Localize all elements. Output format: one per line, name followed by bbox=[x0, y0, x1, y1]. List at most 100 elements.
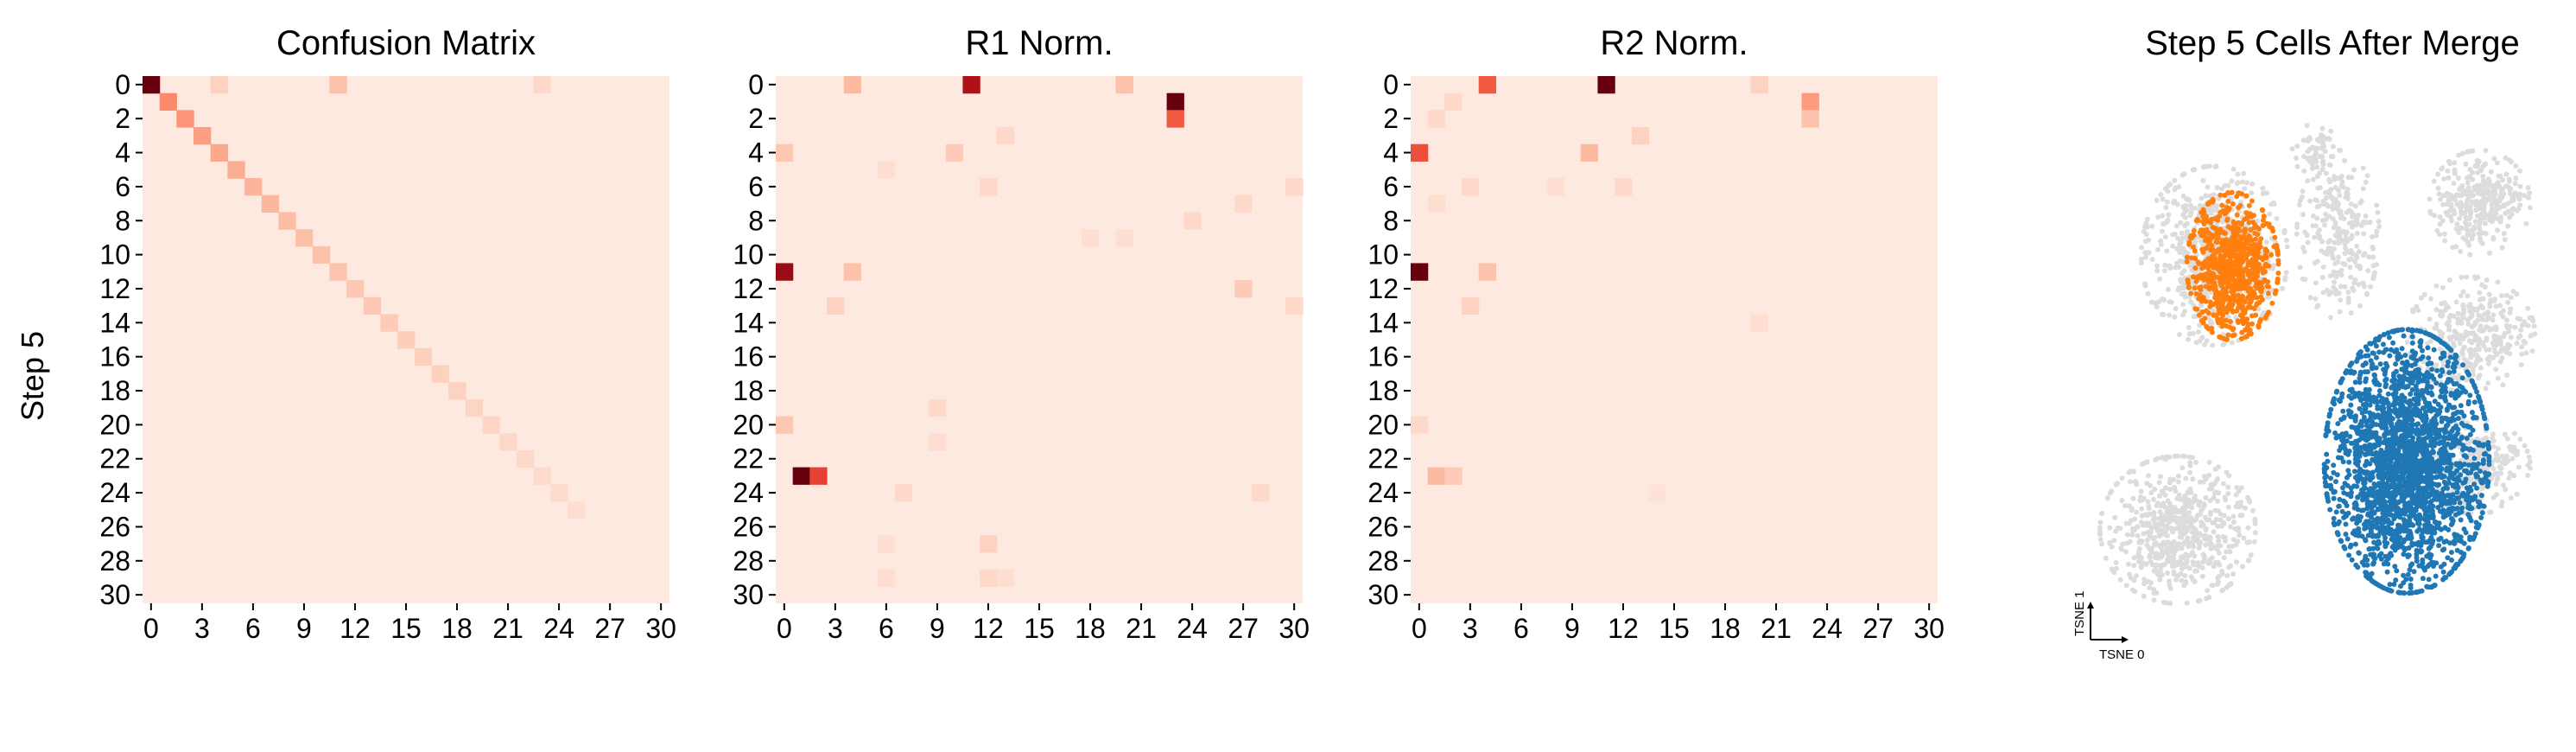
scatter-point bbox=[2450, 364, 2456, 370]
scatter-point bbox=[2450, 245, 2456, 251]
scatter-point bbox=[2469, 410, 2475, 416]
scatter-point bbox=[2335, 232, 2341, 238]
scatter-point bbox=[2173, 488, 2179, 494]
scatter-point bbox=[2493, 450, 2499, 456]
scatter-point bbox=[2263, 239, 2269, 245]
scatter-point bbox=[2500, 177, 2506, 183]
x-tick-label: 30 bbox=[645, 613, 676, 644]
scatter-point bbox=[2128, 479, 2133, 485]
scatter-point bbox=[2363, 353, 2369, 359]
scatter-point bbox=[2199, 564, 2205, 570]
scatter-point bbox=[2382, 384, 2389, 390]
scatter-point bbox=[2172, 231, 2178, 237]
scatter-point bbox=[2099, 541, 2104, 547]
scatter-point bbox=[2439, 387, 2445, 393]
scatter-point bbox=[2432, 325, 2438, 331]
scatter-point bbox=[2504, 292, 2509, 298]
x-tick-label: 27 bbox=[1862, 613, 1894, 644]
scatter-point bbox=[2471, 348, 2478, 354]
scatter-point bbox=[2483, 148, 2489, 154]
scatter-point bbox=[2223, 497, 2229, 503]
scatter-point bbox=[2507, 309, 2513, 315]
scatter-point bbox=[2225, 491, 2231, 496]
scatter-point bbox=[2244, 180, 2250, 186]
scatter-point bbox=[2512, 181, 2518, 187]
scatter-point bbox=[2456, 152, 2462, 158]
scatter-point bbox=[2262, 315, 2268, 321]
scatter-point bbox=[2229, 303, 2235, 309]
scatter-point bbox=[2219, 323, 2225, 329]
scatter-point bbox=[2463, 329, 2469, 335]
scatter-point bbox=[2512, 324, 2518, 330]
scatter-point bbox=[2328, 315, 2333, 321]
scatter-point bbox=[2208, 220, 2213, 226]
scatter-point bbox=[2197, 338, 2203, 344]
scatter-point bbox=[2175, 473, 2181, 479]
scatter-point bbox=[2485, 176, 2491, 182]
scatter-point bbox=[2491, 296, 2497, 303]
scatter-point bbox=[2149, 545, 2154, 551]
scatter-point bbox=[2157, 577, 2163, 583]
scatter-point bbox=[2445, 555, 2451, 561]
scatter-point bbox=[2192, 306, 2198, 312]
scatter-point bbox=[2332, 261, 2338, 266]
scatter-point bbox=[2214, 248, 2220, 254]
scatter-point bbox=[2322, 149, 2328, 155]
scatter-point bbox=[2231, 519, 2237, 525]
scatter-point bbox=[2274, 215, 2280, 221]
scatter-point bbox=[2490, 199, 2497, 205]
scatter-point bbox=[2214, 476, 2220, 482]
scatter-point bbox=[2191, 544, 2197, 550]
scatter-point bbox=[2224, 549, 2229, 555]
scatter-point bbox=[2205, 251, 2211, 257]
scatter-point bbox=[2251, 539, 2257, 545]
scatter-point bbox=[2199, 573, 2205, 579]
scatter-point bbox=[2438, 196, 2444, 202]
scatter-point bbox=[2249, 198, 2255, 204]
scatter-point bbox=[2449, 218, 2454, 224]
scatter-point bbox=[2247, 211, 2253, 217]
scatter-point bbox=[2207, 498, 2213, 504]
scatter-point bbox=[2294, 143, 2300, 149]
scatter-point bbox=[2204, 260, 2210, 266]
scatter-point bbox=[2512, 430, 2517, 437]
scatter-point bbox=[2164, 549, 2170, 555]
scatter-point bbox=[2528, 333, 2534, 339]
scatter-point bbox=[2243, 252, 2249, 258]
scatter-point bbox=[2307, 295, 2313, 301]
scatter-point bbox=[2422, 567, 2427, 573]
scatter-point bbox=[2446, 277, 2452, 283]
scatter-point bbox=[2404, 339, 2410, 345]
scatter-point bbox=[2310, 176, 2316, 182]
scatter-point bbox=[2330, 216, 2336, 221]
scatter-point bbox=[2442, 525, 2448, 531]
scatter-point bbox=[2499, 245, 2505, 251]
scatter-point bbox=[2433, 573, 2439, 579]
scatter-point bbox=[2179, 312, 2186, 318]
scatter-point bbox=[2522, 319, 2528, 325]
scatter-point bbox=[2465, 149, 2471, 155]
scatter-point bbox=[2342, 284, 2348, 290]
scatter-point bbox=[2487, 250, 2492, 256]
scatter-point bbox=[2311, 155, 2317, 161]
scatter-point bbox=[2179, 577, 2185, 583]
scatter-point bbox=[2426, 577, 2432, 583]
scatter-point bbox=[2146, 473, 2151, 479]
scatter-point bbox=[2504, 436, 2510, 442]
heatmap-cell bbox=[499, 433, 517, 451]
scatter-point bbox=[2142, 239, 2148, 245]
y-tick-label: 22 bbox=[733, 443, 764, 475]
scatter-point bbox=[2501, 202, 2507, 208]
scatter-point bbox=[2477, 449, 2483, 455]
scatter-point bbox=[2173, 577, 2179, 583]
scatter-point bbox=[2480, 305, 2486, 311]
scatter-point bbox=[2517, 316, 2523, 322]
scatter-point bbox=[2131, 563, 2137, 569]
scatter-point bbox=[2343, 194, 2349, 201]
heatmap-cell bbox=[1115, 229, 1133, 247]
scatter-point bbox=[2193, 460, 2199, 465]
heatmap-cell bbox=[776, 143, 794, 162]
scatter-point bbox=[2508, 306, 2514, 312]
scatter-point bbox=[2394, 568, 2400, 574]
scatter-point bbox=[2492, 349, 2498, 354]
